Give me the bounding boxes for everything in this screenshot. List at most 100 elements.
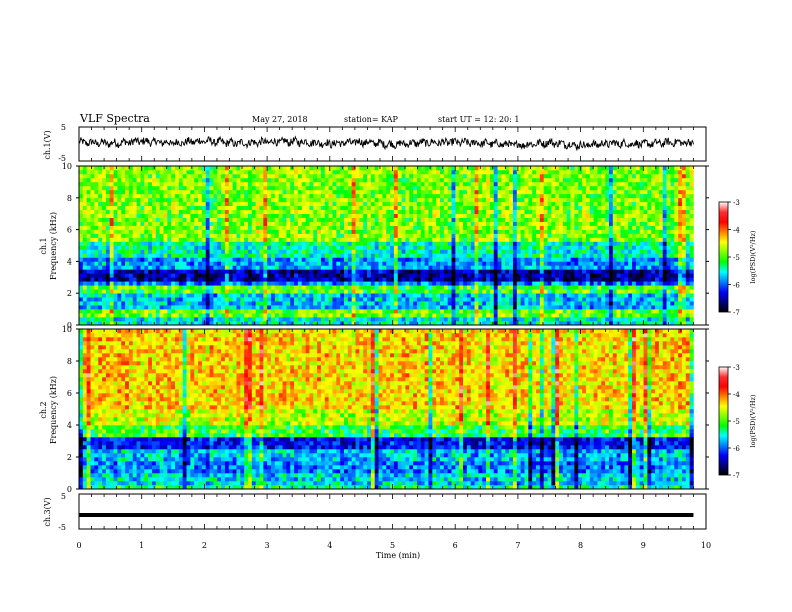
- spectrogram-cell: [148, 297, 153, 302]
- spectrogram-cell: [674, 217, 679, 222]
- spectrogram-cell: [317, 317, 322, 322]
- spectrogram-cell: [247, 289, 253, 294]
- spectrogram-cell: [559, 241, 564, 246]
- ch1-wave-ylabel: ch.1(V): [43, 130, 52, 159]
- spectrogram-cell: [320, 209, 326, 214]
- spectrogram-cell: [624, 237, 629, 242]
- spectrogram-cell: [297, 261, 303, 266]
- spectrogram-cell: [420, 285, 425, 290]
- spectrogram-cell: [570, 253, 575, 258]
- spectrogram-cell: [647, 261, 652, 266]
- spectrogram-cell: [309, 293, 314, 298]
- spectrogram-cell: [601, 313, 606, 318]
- spectrogram-cell: [597, 281, 602, 286]
- spectrogram-cell: [205, 289, 210, 294]
- spectrogram-cell: [459, 309, 464, 314]
- spectrogram-cell: [585, 221, 591, 226]
- spectrogram-cell: [393, 281, 399, 286]
- spectrogram-cell: [643, 301, 648, 306]
- spectrogram-cell: [570, 281, 575, 286]
- spectrogram-cell: [244, 297, 249, 302]
- spectrogram-cell: [159, 237, 164, 242]
- spectrogram-cell: [443, 269, 448, 274]
- spectrogram-cell: [562, 253, 568, 258]
- spectrogram-cell: [301, 285, 306, 290]
- spectrogram-cell: [140, 213, 145, 218]
- spectrogram-cell: [105, 221, 111, 226]
- spectrogram-cell: [532, 245, 537, 250]
- spectrogram-cell: [240, 313, 245, 318]
- spectrogram-cell: [324, 213, 329, 218]
- spectrogram-cell: [474, 245, 479, 250]
- spectrogram-cell: [82, 301, 87, 306]
- spectrogram-cell: [94, 209, 99, 214]
- spectrogram-cell: [451, 321, 456, 326]
- spectrogram-cell: [282, 245, 287, 250]
- spectrogram-cell: [658, 321, 664, 326]
- spectrogram-cell: [432, 241, 437, 246]
- spectrogram-cell: [447, 277, 452, 282]
- spectrogram-cell: [478, 245, 483, 250]
- spectrogram-cell: [428, 221, 433, 226]
- spectrogram-cell: [136, 213, 141, 218]
- spectrogram-cell: [632, 293, 637, 298]
- spectrogram-cell: [685, 289, 690, 294]
- spectrogram-cell: [463, 289, 468, 294]
- spectrogram-cell: [593, 277, 598, 282]
- spectrogram-cell: [205, 265, 210, 270]
- spectrogram-cell: [574, 317, 579, 322]
- spectrogram-cell: [612, 257, 617, 262]
- spectrogram-cell: [420, 301, 425, 306]
- spectrogram-cell: [128, 205, 134, 211]
- spectrogram-cell: [466, 265, 472, 270]
- spectrogram-cell: [543, 277, 548, 282]
- spectrogram-cell: [186, 277, 191, 282]
- spectrogram-cell: [489, 213, 495, 218]
- spectrogram-cell: [228, 213, 233, 218]
- spectrogram-cell: [247, 285, 253, 290]
- spectrogram-cell: [643, 261, 648, 266]
- spectrogram-cell: [536, 313, 541, 318]
- spectrogram-cell: [386, 229, 391, 234]
- spectrogram-cell: [255, 257, 260, 262]
- spectrogram-cell: [359, 301, 364, 306]
- spectrogram-cell: [593, 305, 598, 310]
- spectrogram-cell: [670, 245, 675, 250]
- spectrogram-cell: [382, 261, 387, 266]
- spectrogram-cell: [155, 293, 160, 298]
- spectrogram-cell: [443, 273, 448, 278]
- spectrogram-cell: [359, 313, 364, 318]
- spectrogram-cell: [643, 297, 648, 302]
- spectrogram-cell: [393, 289, 399, 294]
- spectrogram-cell: [128, 261, 134, 266]
- spectrogram-cell: [247, 313, 253, 318]
- spectrogram-cell: [416, 269, 422, 274]
- spectrogram-cell: [332, 249, 337, 254]
- spectrogram-cell: [336, 249, 341, 254]
- spectrogram-cell: [274, 217, 279, 222]
- spectrogram-cell: [678, 233, 683, 238]
- spectrogram-cell: [294, 245, 299, 250]
- spectrogram-cell: [294, 321, 299, 326]
- spectrogram-cell: [585, 305, 591, 310]
- spectrogram-cell: [612, 253, 617, 258]
- spectrogram-cell: [528, 285, 533, 290]
- spectrogram-cell: [86, 221, 91, 226]
- spectrogram-cell: [79, 249, 84, 254]
- spectrogram-cell: [674, 317, 679, 322]
- spectrogram-cell: [386, 245, 391, 250]
- spectrogram-cell: [547, 249, 552, 254]
- spectrogram-cell: [432, 261, 437, 266]
- spectrogram-cell: [213, 201, 218, 207]
- spectrogram-cell: [278, 265, 283, 270]
- spectrogram-cell: [347, 265, 352, 270]
- spectrogram-cell: [163, 289, 168, 294]
- spectrogram-cell: [555, 225, 560, 230]
- spectrogram-cell: [443, 297, 448, 302]
- spectrogram-cell: [532, 305, 537, 310]
- spectrogram-cell: [401, 265, 406, 270]
- spectrogram-cell: [624, 317, 629, 322]
- spectrogram-cell: [290, 217, 295, 222]
- spectrogram-cell: [497, 237, 502, 242]
- spectrogram-cell: [232, 321, 237, 326]
